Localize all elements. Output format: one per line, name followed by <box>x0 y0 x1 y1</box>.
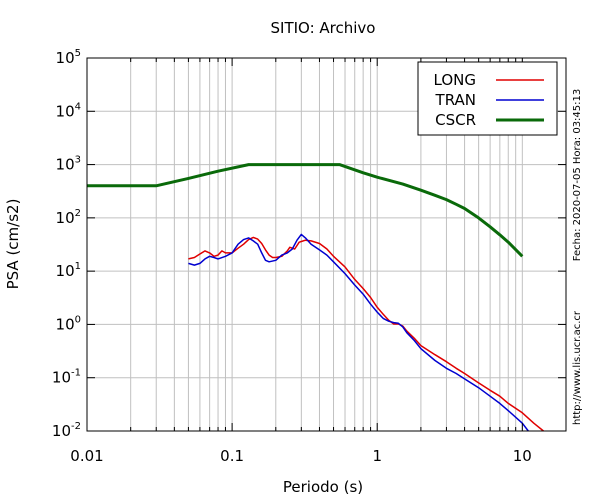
series-line-tran <box>188 233 529 432</box>
grid <box>86 57 567 432</box>
chart-title: SITIO: Archivo <box>271 19 376 37</box>
y-tick-label: 102 <box>56 208 81 227</box>
y-tick-label: 10-1 <box>52 368 81 387</box>
legend-label-long: LONG <box>434 71 476 89</box>
legend: LONG TRAN CSCR <box>417 61 558 136</box>
website-label: http://www.lis.ucr.ac.cr <box>572 310 583 425</box>
legend-box <box>417 61 558 136</box>
y-tick-label: 105 <box>56 48 81 67</box>
y-tick-label: 104 <box>56 101 81 120</box>
x-axis-title: Periodo (s) <box>283 478 363 496</box>
x-tick-label: 10 <box>513 447 532 465</box>
y-tick-label: 101 <box>56 261 81 280</box>
x-tick-labels: 0.01 0.1 1 10 <box>70 447 532 465</box>
y-tick-label: 10-2 <box>52 421 81 440</box>
date-time-label: Fecha: 2020-07-05 Hora: 03:45:13 <box>572 89 583 262</box>
series-line-cscr <box>87 163 524 258</box>
x-tick-label: 1 <box>372 447 382 465</box>
x-tick-label: 0.1 <box>220 447 244 465</box>
legend-label-cscr: CSCR <box>435 111 476 129</box>
series-group <box>87 163 544 432</box>
plot-frame <box>86 57 567 432</box>
x-tick-label: 0.01 <box>70 447 103 465</box>
y-axis-title: PSA (cm/s2) <box>4 199 22 290</box>
legend-label-tran: TRAN <box>435 91 476 109</box>
y-tick-label: 100 <box>56 314 81 333</box>
y-tick-labels: 10-2 10-1 100 101 102 103 104 105 <box>52 48 81 440</box>
y-tick-label: 103 <box>56 155 81 174</box>
